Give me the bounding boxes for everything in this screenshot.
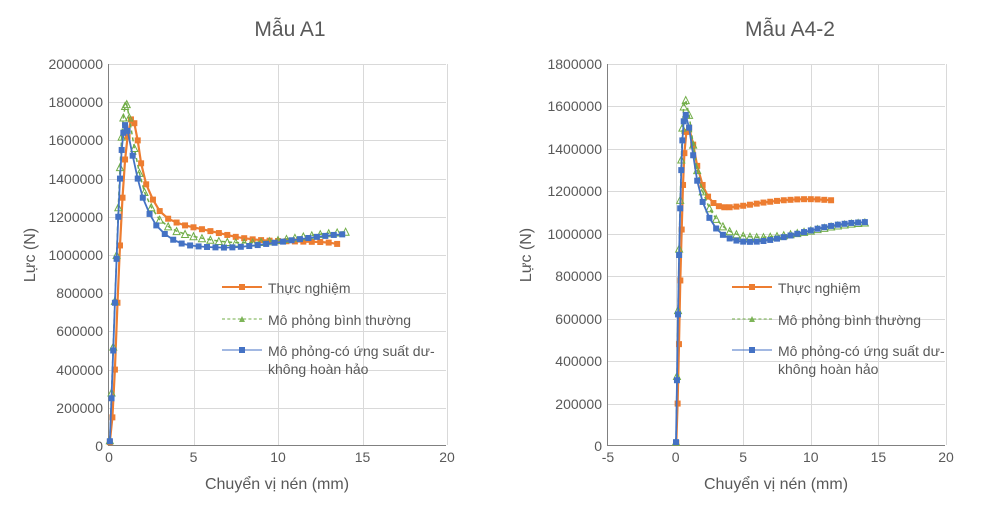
legend-swatch (222, 312, 262, 326)
x-tick-label: 0 (672, 445, 680, 465)
y-tick-label: 1000000 (547, 226, 608, 242)
y-tick-label: 600000 (56, 323, 109, 339)
y-tick-label: 1600000 (547, 98, 608, 114)
y-tick-label: 800000 (56, 285, 109, 301)
legend-item: Mô phỏng bình thường (222, 312, 442, 330)
y-tick-label: 1400000 (547, 141, 608, 157)
legend-swatch (222, 343, 262, 357)
gridline (447, 64, 448, 445)
x-tick-label: 10 (270, 445, 286, 465)
y-tick-label: 1200000 (547, 183, 608, 199)
legend-label: Mô phỏng bình thường (268, 312, 411, 330)
legend-label: Mô phỏng-có ứng suất dư-không hoàn hảo (268, 343, 442, 378)
legend-item: Thực nghiệm (732, 280, 952, 298)
x-tick-label: 10 (803, 445, 819, 465)
legend-label: Thực nghiệm (778, 280, 861, 298)
y-tick-label: 400000 (555, 353, 608, 369)
x-tick-label: 20 (938, 445, 954, 465)
y-tick-label: 1400000 (48, 171, 109, 187)
legend-swatch (732, 312, 772, 326)
legend-label: Thực nghiệm (268, 280, 351, 298)
legend-swatch (222, 280, 262, 294)
y-tick-label: 1200000 (48, 209, 109, 225)
y-tick-label: 1800000 (48, 94, 109, 110)
x-tick-label: 0 (105, 445, 113, 465)
legend-swatch (732, 343, 772, 357)
x-axis-label: Chuyển vị nén (mm) (607, 476, 945, 494)
legend-item: Mô phỏng bình thường (732, 312, 952, 330)
legend: Thực nghiệm Mô phỏng bình thường Mô phỏng-… (732, 280, 952, 392)
chart-title: Mẫu A4-2 (680, 18, 900, 42)
y-axis-label: Lực (N) (22, 228, 40, 282)
legend-label: Mô phỏng-có ứng suất dư-không hoàn hảo (778, 343, 952, 378)
legend-item: Mô phỏng-có ứng suất dư-không hoàn hảo (732, 343, 952, 378)
chart-container: Mẫu A1 0 200000 400000 600000 800000 1000000 12… (0, 0, 983, 522)
x-tick-label: 5 (739, 445, 747, 465)
y-tick-label: 200000 (56, 400, 109, 416)
x-tick-label: 15 (871, 445, 887, 465)
legend-swatch (732, 280, 772, 294)
y-tick-label: 1000000 (48, 247, 109, 263)
y-tick-label: 2000000 (48, 56, 109, 72)
legend-item: Mô phỏng-có ứng suất dư-không hoàn hảo (222, 343, 442, 378)
legend-item: Thực nghiệm (222, 280, 442, 298)
legend: Thực nghiệm Mô phỏng bình thường Mô phỏng-… (222, 280, 442, 392)
chart-title: Mẫu A1 (190, 18, 390, 42)
y-tick-label: 1600000 (48, 132, 109, 148)
y-tick-label: 1800000 (547, 56, 608, 72)
x-tick-label: 20 (439, 445, 455, 465)
x-tick-label: 15 (355, 445, 371, 465)
x-tick-label: -5 (602, 445, 614, 465)
x-tick-label: 5 (190, 445, 198, 465)
legend-label: Mô phỏng bình thường (778, 312, 921, 330)
y-tick-label: 800000 (555, 268, 608, 284)
y-tick-label: 400000 (56, 362, 109, 378)
y-tick-label: 600000 (555, 311, 608, 327)
y-tick-label: 200000 (555, 396, 608, 412)
y-axis-label: Lực (N) (518, 228, 536, 282)
x-axis-label: Chuyển vị nén (mm) (108, 476, 446, 494)
